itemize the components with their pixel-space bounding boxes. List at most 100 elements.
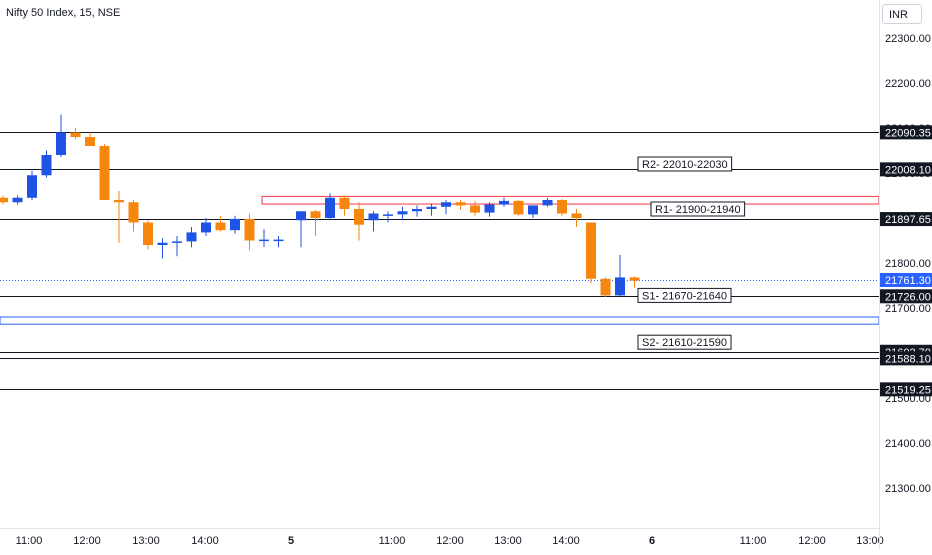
candle-body [56,132,66,155]
candle[interactable] [215,215,226,232]
time-tick-label: 14:00 [552,535,580,547]
zone-label[interactable]: R2- 22010-22030 [637,156,733,172]
candle[interactable] [310,209,321,236]
level-price-badge-text: 22008.10 [885,164,931,176]
candle-body [354,209,364,225]
candle[interactable] [571,209,582,227]
candle[interactable] [201,218,211,236]
candle[interactable] [41,150,52,178]
candle[interactable] [259,229,269,248]
price-tick-label: 22300.00 [885,33,931,45]
zone-label[interactable]: S2- 21610-21590 [637,334,732,350]
candle[interactable] [397,206,408,221]
candle-body [230,218,240,231]
time-tick-label: 12:00 [798,535,826,547]
time-axis-divider [0,528,879,529]
time-tick-label: 11:00 [379,535,406,547]
zone-rect[interactable] [261,195,880,205]
candle-body [542,200,553,206]
zone-label[interactable]: S1- 21670-21640 [637,287,732,303]
time-tick-label: 13:00 [856,535,884,547]
symbol-title[interactable]: Nifty 50 Index, 15, NSE [6,7,121,19]
candle[interactable] [513,200,524,216]
candle[interactable] [557,199,567,216]
candle[interactable] [230,215,240,234]
candle[interactable] [499,197,509,207]
candle-body [114,200,124,203]
candle-body [273,239,284,242]
candle-body [201,222,211,233]
zone-label[interactable]: R1- 21900-21940 [650,201,746,217]
candle[interactable] [114,191,124,243]
candle[interactable] [70,128,81,140]
time-tick-label: 12:00 [436,535,464,547]
zone-rect[interactable] [0,316,880,325]
candle[interactable] [542,197,553,207]
candle[interactable] [615,254,625,297]
candle-body [41,155,52,176]
time-tick-label: 5 [288,535,294,547]
candle[interactable] [600,277,611,297]
candle-body [143,222,153,245]
candle[interactable] [85,132,95,147]
candle[interactable] [56,114,66,158]
candle[interactable] [383,211,393,223]
candle[interactable] [12,195,23,205]
candle-body [484,204,495,213]
candle[interactable] [339,195,350,216]
candle[interactable] [325,193,335,221]
candle-body [441,202,451,207]
price-tick-label: 21300.00 [885,483,931,495]
candle[interactable] [528,205,538,218]
candle-body [557,200,567,214]
candle[interactable] [441,200,451,215]
candle-body [339,197,350,209]
candle[interactable] [354,202,364,241]
candle[interactable] [470,200,480,216]
candle[interactable] [412,205,422,217]
level-price-badge-text: 22090.35 [885,127,931,139]
candle[interactable] [0,195,8,205]
time-tick-label: 11:00 [740,535,767,547]
candle[interactable] [296,211,306,248]
price-tick-label: 21400.00 [885,438,931,450]
level-price-badge [880,125,932,140]
candle[interactable] [99,143,110,200]
candle-body [412,209,422,212]
zone-label-text: S2- 21610-21590 [642,337,727,349]
candle[interactable] [244,213,255,251]
zone-label-text: R2- 22010-22030 [642,159,728,171]
candle[interactable] [426,203,437,216]
time-tick-label: 13:00 [132,535,160,547]
candle[interactable] [157,238,168,259]
candle-body [296,211,306,221]
price-axis-divider [879,0,880,550]
level-price-badge-text: 21726.00 [885,291,931,303]
candle[interactable] [172,236,182,257]
candle[interactable] [273,236,284,248]
candle[interactable] [484,202,495,217]
candle-body [85,137,95,146]
candle-body [397,211,408,215]
candle[interactable] [586,222,596,284]
time-tick-label: 13:00 [494,535,522,547]
price-tick-label: 21700.00 [885,303,931,315]
candle[interactable] [27,170,37,200]
candle-body [244,218,255,241]
time-tick-label: 14:00 [191,535,219,547]
time-tick-label: 11:00 [16,535,43,547]
candle[interactable] [368,211,379,232]
candle[interactable] [455,200,466,210]
zone-label-box [650,201,746,217]
candle[interactable] [186,227,197,248]
currency-button[interactable]: INR [882,4,922,24]
level-price-badge [880,351,932,366]
candle[interactable] [143,220,153,250]
level-price-badge [880,289,932,304]
candle-body [172,241,182,243]
candle[interactable] [629,276,640,288]
candle[interactable] [128,200,139,232]
time-tick-label: 6 [649,535,655,547]
